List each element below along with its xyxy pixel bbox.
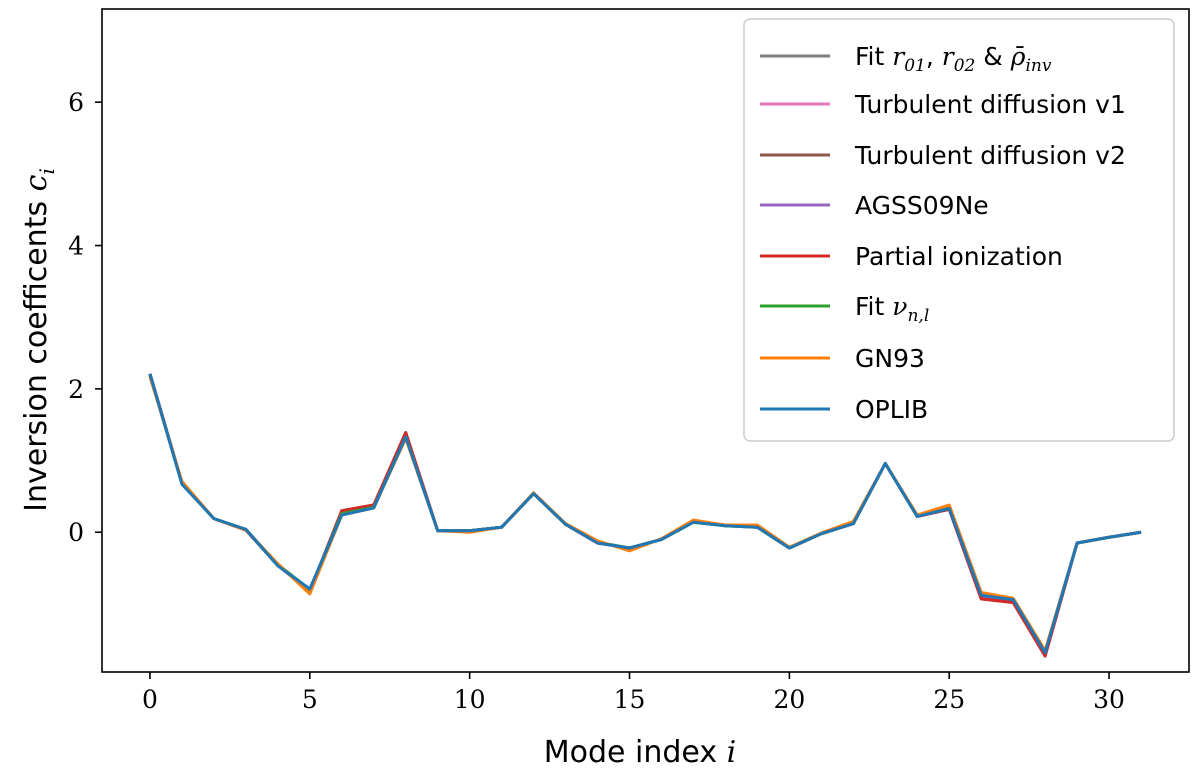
- legend-label: AGSS09Ne: [855, 191, 989, 220]
- y-tick-label: 6: [68, 88, 84, 117]
- legend-label: Turbulent diffusion v2: [854, 141, 1126, 170]
- legend-label: GN93: [855, 344, 925, 373]
- x-tick-label: 30: [1093, 685, 1125, 714]
- y-axis-label: Inversion coefficents ci: [19, 168, 59, 512]
- y-tick-label: 2: [68, 375, 84, 404]
- x-tick-label: 20: [773, 685, 805, 714]
- axis-ticks: 0 5 10 15 20 25 30 0 2 4 6: [68, 88, 1125, 714]
- series-layer: [148, 373, 1142, 658]
- x-axis-label: Mode index i: [544, 735, 737, 770]
- series-line: [148, 373, 1142, 655]
- x-tick-label: 10: [454, 685, 486, 714]
- legend-box: [743, 18, 1175, 442]
- y-tick-label: 0: [68, 518, 84, 547]
- legend-label: Partial ionization: [855, 242, 1063, 271]
- legend: Fit r01, r02 & ρ̄inv Turbulent diffusion…: [743, 18, 1175, 442]
- legend-label: Fit νn,l: [855, 292, 929, 326]
- legend-label: OPLIB: [855, 395, 928, 424]
- plot-frame: [101, 8, 1190, 673]
- x-tick-label: 15: [614, 685, 646, 714]
- legend-label: Turbulent diffusion v1: [854, 90, 1126, 119]
- y-tick-label: 4: [68, 232, 84, 261]
- x-tick-label: 5: [302, 685, 318, 714]
- x-tick-label: 25: [933, 685, 965, 714]
- legend-label: Fit r01, r02 & ρ̄inv: [855, 42, 1052, 76]
- x-tick-label: 0: [142, 685, 158, 714]
